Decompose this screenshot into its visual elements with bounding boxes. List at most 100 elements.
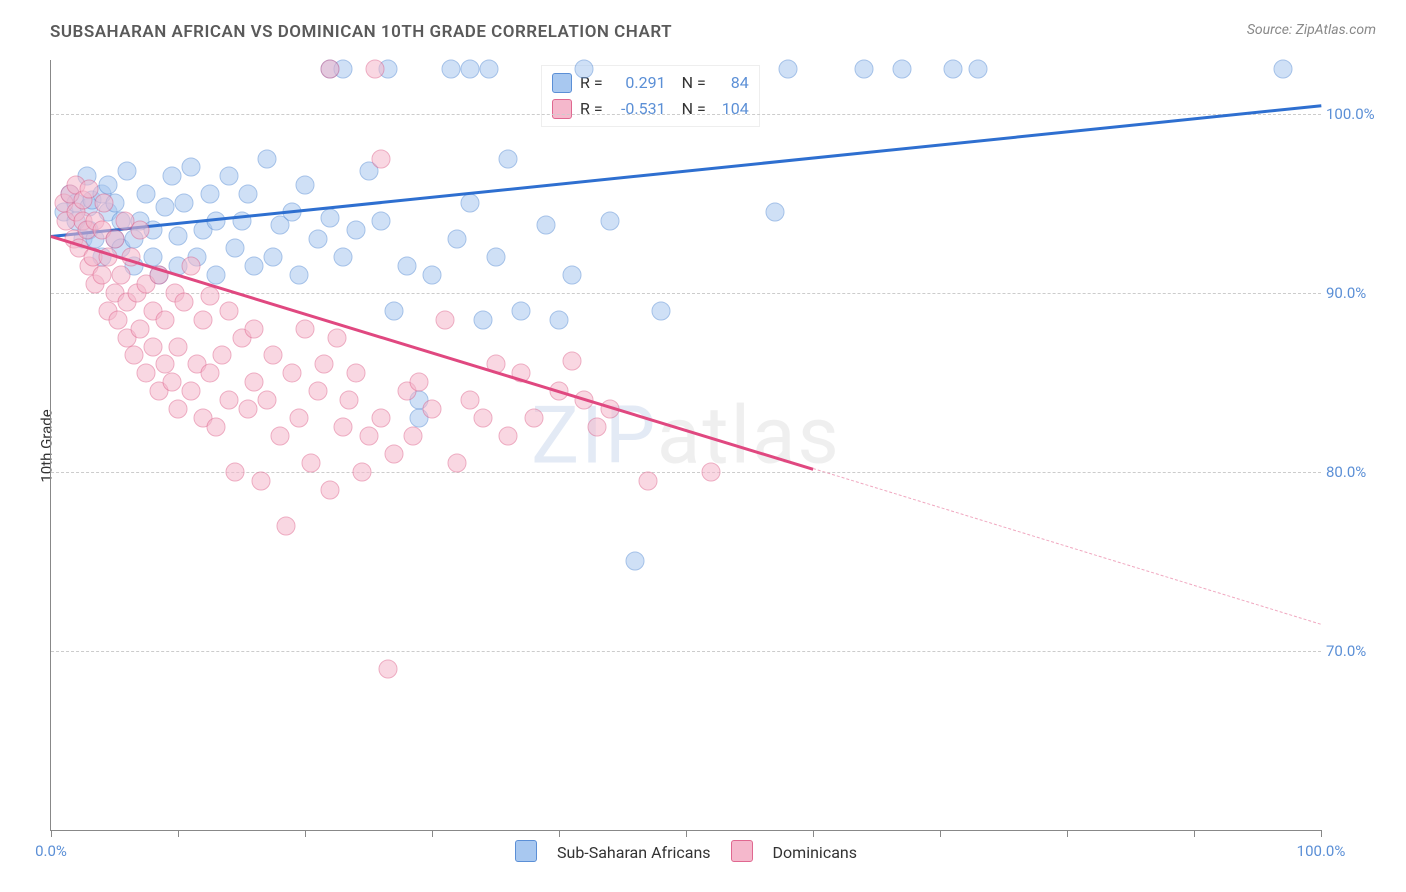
legend-series: Sub-Saharan AfricansDominicans xyxy=(51,836,1321,862)
y-tick-label: 90.0% xyxy=(1326,284,1381,302)
data-point xyxy=(562,351,581,370)
x-tick xyxy=(305,830,306,837)
data-point xyxy=(1273,59,1292,78)
legend-r-value: -0.531 xyxy=(611,96,666,122)
data-point xyxy=(213,346,232,365)
gridline xyxy=(51,651,1321,652)
legend-correlation: R =0.291N =84R =-0.531N =104 xyxy=(541,65,760,127)
legend-swatch xyxy=(731,840,753,862)
data-point xyxy=(194,310,213,329)
x-tick xyxy=(1194,830,1195,837)
y-tick-label: 100.0% xyxy=(1326,105,1381,123)
data-point xyxy=(92,265,111,284)
data-point xyxy=(264,247,283,266)
data-point xyxy=(95,194,114,213)
data-point xyxy=(461,59,480,78)
data-point xyxy=(111,265,130,284)
data-point xyxy=(486,247,505,266)
data-point xyxy=(181,158,200,177)
data-point xyxy=(473,409,492,428)
legend-n-value: 84 xyxy=(714,70,749,96)
data-point xyxy=(499,149,518,168)
data-point xyxy=(480,59,499,78)
x-tick xyxy=(1321,830,1322,837)
data-point xyxy=(200,364,219,383)
data-point xyxy=(137,364,156,383)
chart-title: SUBSAHARAN AFRICAN VS DOMINICAN 10TH GRA… xyxy=(50,22,672,42)
data-point xyxy=(156,197,175,216)
data-point xyxy=(397,256,416,275)
data-point xyxy=(289,265,308,284)
data-point xyxy=(143,337,162,356)
data-point xyxy=(378,659,397,678)
data-point xyxy=(130,319,149,338)
data-point xyxy=(105,230,124,249)
data-point xyxy=(575,59,594,78)
data-point xyxy=(461,194,480,213)
data-point xyxy=(334,418,353,437)
data-point xyxy=(296,319,315,338)
data-point xyxy=(169,337,188,356)
x-tick xyxy=(559,830,560,837)
data-point xyxy=(410,373,429,392)
data-point xyxy=(346,221,365,240)
data-point xyxy=(638,471,657,490)
data-point xyxy=(245,319,264,338)
y-tick-label: 80.0% xyxy=(1326,463,1381,481)
data-point xyxy=(109,310,128,329)
data-point xyxy=(384,444,403,463)
data-point xyxy=(181,256,200,275)
data-point xyxy=(442,59,461,78)
legend-r-label: R = xyxy=(580,96,603,122)
data-point xyxy=(346,364,365,383)
data-point xyxy=(99,176,118,195)
legend-r-value: 0.291 xyxy=(611,70,666,96)
data-point xyxy=(162,373,181,392)
data-point xyxy=(340,391,359,410)
data-point xyxy=(403,427,422,446)
legend-swatch xyxy=(552,99,572,119)
x-tick-label: 0.0% xyxy=(35,842,67,860)
data-point xyxy=(156,310,175,329)
data-point xyxy=(854,59,873,78)
data-point xyxy=(321,480,340,499)
x-tick xyxy=(813,830,814,837)
data-point xyxy=(238,185,257,204)
data-point xyxy=(276,516,295,535)
data-point xyxy=(461,391,480,410)
data-point xyxy=(321,208,340,227)
data-point xyxy=(257,149,276,168)
data-point xyxy=(283,364,302,383)
data-point xyxy=(156,355,175,374)
data-point xyxy=(321,59,340,78)
data-point xyxy=(80,179,99,198)
data-point xyxy=(308,230,327,249)
data-point xyxy=(289,409,308,428)
data-point xyxy=(423,265,442,284)
data-point xyxy=(359,427,378,446)
plot-area: ZIPatlas R =0.291N =84R =-0.531N =104 Su… xyxy=(50,60,1321,831)
data-point xyxy=(365,59,384,78)
x-tick xyxy=(178,830,179,837)
data-point xyxy=(200,287,219,306)
data-point xyxy=(175,194,194,213)
data-point xyxy=(435,310,454,329)
data-point xyxy=(207,265,226,284)
data-point xyxy=(499,427,518,446)
data-point xyxy=(308,382,327,401)
x-tick xyxy=(686,830,687,837)
legend-n-value: 104 xyxy=(714,96,749,122)
data-point xyxy=(200,185,219,204)
data-point xyxy=(562,265,581,284)
data-point xyxy=(372,212,391,231)
x-tick xyxy=(51,830,52,837)
x-tick xyxy=(432,830,433,837)
data-point xyxy=(226,462,245,481)
data-point xyxy=(296,176,315,195)
data-point xyxy=(219,391,238,410)
data-point xyxy=(524,409,543,428)
data-point xyxy=(969,59,988,78)
legend-swatch xyxy=(515,840,537,862)
data-point xyxy=(169,400,188,419)
data-point xyxy=(238,400,257,419)
